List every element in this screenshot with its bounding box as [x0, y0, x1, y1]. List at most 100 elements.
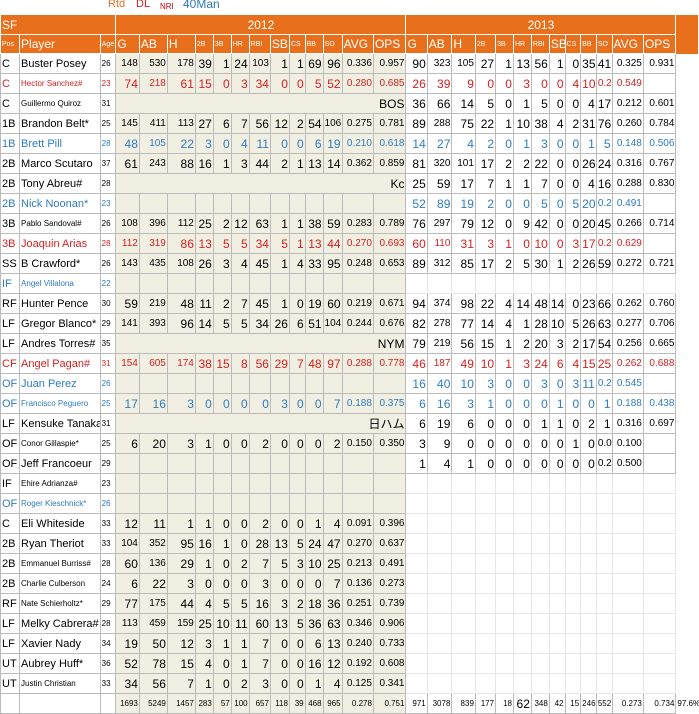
- row-spacer: [676, 534, 699, 554]
- stat-2013-cs: 0: [564, 93, 582, 114]
- stat-2013-ops: 0.721: [642, 253, 677, 274]
- stat-2013-3b: 0: [495, 453, 514, 474]
- total-2013-hr: 62: [512, 693, 532, 714]
- stat-2012-empty: [212, 473, 232, 494]
- stat-2012-sb: 0: [269, 73, 290, 94]
- stat-2012-so: 97: [322, 353, 343, 374]
- stat-2013-empty: [530, 633, 550, 654]
- stat-2012-empty: [304, 373, 324, 394]
- stat-2012-empty: [230, 453, 250, 474]
- stat-2013-hr: 0: [512, 453, 532, 474]
- stat-2013-empty: [548, 553, 566, 574]
- stat-2013-bb: 0: [580, 433, 597, 454]
- stat-2013-empty: [426, 613, 453, 634]
- header-row-columns: Pos Player Age G AB H 2B 3B HR RBI SB CS BB SO AVG O…: [0, 34, 699, 54]
- stat-2013-avg: 0.629: [611, 233, 644, 254]
- stat-2012-hr: 5: [230, 233, 250, 254]
- stat-2013-empty: [580, 573, 597, 594]
- stat-2012-ops: 0.733: [372, 633, 407, 654]
- stat-2012-ab: 136: [138, 553, 168, 574]
- stat-2012-empty: [230, 493, 250, 514]
- total-2013-so: 552: [595, 693, 613, 714]
- stat-2013-empty: [642, 653, 677, 674]
- col-header-2b-2013: 2B: [474, 34, 497, 54]
- player-age: 28: [99, 233, 117, 254]
- stat-2013-3b: 0: [495, 213, 514, 234]
- stat-2012-cs: 0: [288, 513, 306, 534]
- stat-2012-empty: [372, 493, 407, 514]
- stat-2013-empty: [474, 653, 497, 674]
- stat-2012-2b: 14: [194, 313, 214, 334]
- stat-2013-bb: 4: [580, 173, 597, 194]
- stat-2012-bb: 10: [304, 553, 324, 574]
- stat-2013-3b: 0: [495, 73, 514, 94]
- stat-2013-rbi: 3: [530, 133, 550, 154]
- stat-2013-empty: [451, 633, 476, 654]
- totals-row: 1693 5249 1457 283 57 100 657 118 39 468 965 0.278 0…: [0, 693, 699, 714]
- stat-2013-empty: [580, 633, 597, 654]
- stat-2013-empty: [495, 513, 514, 534]
- stat-2012-g: 60: [115, 553, 140, 574]
- stat-2012-rbi: 60: [248, 613, 271, 634]
- stat-2012-h: 86: [166, 233, 196, 254]
- player-position: RF: [0, 293, 21, 314]
- stat-2013-empty: [580, 653, 597, 674]
- stat-2013-cs: 0: [564, 133, 582, 154]
- player-name: Charlie Culberson: [19, 573, 101, 594]
- stat-2012-ops: 0.608: [372, 653, 407, 674]
- stat-2012-empty: [288, 193, 306, 214]
- stat-2013-2b: 2: [474, 193, 497, 214]
- stat-2012-cs: 0: [288, 293, 306, 314]
- stat-2013-bb: 20: [580, 193, 597, 214]
- stat-2012-rbi: 0: [248, 393, 271, 414]
- note-2012: 日ハム: [115, 413, 407, 434]
- stat-2012-ops: 0.396: [372, 513, 407, 534]
- stat-2013-ops: 0.830: [642, 173, 677, 194]
- stat-2012-3b: 0: [212, 133, 232, 154]
- stat-2013-avg: 0.262: [611, 353, 644, 374]
- stat-2013-hr: 9: [512, 213, 532, 234]
- col-header-cs-2012: CS: [288, 34, 306, 54]
- stat-2013-empty: [530, 533, 550, 554]
- stat-2012-empty: [269, 473, 290, 494]
- stat-2013-cs: 4: [564, 73, 582, 94]
- table-row: 2B Charlie Culberson 24 6 22 3 0 0 0 3 0 0 0 7 0.136 0.…: [0, 573, 699, 594]
- stat-2012-rbi: 7: [248, 633, 271, 654]
- stat-2013-avg: 0.100: [611, 433, 644, 454]
- stat-2013-g: 76: [405, 213, 428, 234]
- stat-2013-sb: 0: [548, 153, 566, 174]
- stat-2012-hr: 4: [230, 253, 250, 274]
- table-row: OF Francisco Peguero 25 17 16 3 0 0 0 0 3 0 0 7 0.188 0…: [0, 393, 699, 414]
- total-2012-avg: 0.278: [341, 693, 374, 714]
- col-header-so-2013: SO: [595, 34, 613, 54]
- table-row: IF Ehire Adrianza# 23: [0, 473, 699, 494]
- player-position: 3B: [0, 213, 21, 234]
- player-age: 26: [99, 493, 117, 514]
- stat-2013-rbi: 0: [530, 453, 550, 474]
- stat-2012-bb: 0: [304, 393, 324, 414]
- col-header-sb-2012: SB: [269, 34, 290, 54]
- stat-2012-rbi: 7: [248, 653, 271, 674]
- player-name: Aubrey Huff*: [19, 653, 101, 674]
- stat-2012-so: 7: [322, 393, 343, 414]
- row-spacer: [676, 354, 699, 374]
- stat-2012-empty: [341, 273, 374, 294]
- stat-2012-bb: 18: [304, 593, 324, 614]
- stat-2013-ab: 219: [426, 333, 453, 354]
- stat-2013-empty: [642, 593, 677, 614]
- stat-2012-ab: 319: [138, 233, 168, 254]
- stat-2012-empty: [322, 373, 343, 394]
- stat-2012-sb: 3: [269, 593, 290, 614]
- stat-2013-empty: [512, 573, 532, 594]
- stat-2012-empty: [212, 273, 232, 294]
- stat-2012-so: 14: [322, 153, 343, 174]
- stat-2013-cs: 2: [564, 253, 582, 274]
- player-age: 23: [99, 73, 117, 94]
- player-age: 23: [99, 473, 117, 494]
- stat-2013-bb: 26: [580, 253, 597, 274]
- stat-2013-ab: 40: [426, 373, 453, 394]
- stat-2012-bb: 0: [304, 573, 324, 594]
- stat-2012-sb: 0: [269, 513, 290, 534]
- stat-2013-h: 85: [451, 253, 476, 274]
- col-header-ops-2012: OPS: [372, 34, 407, 54]
